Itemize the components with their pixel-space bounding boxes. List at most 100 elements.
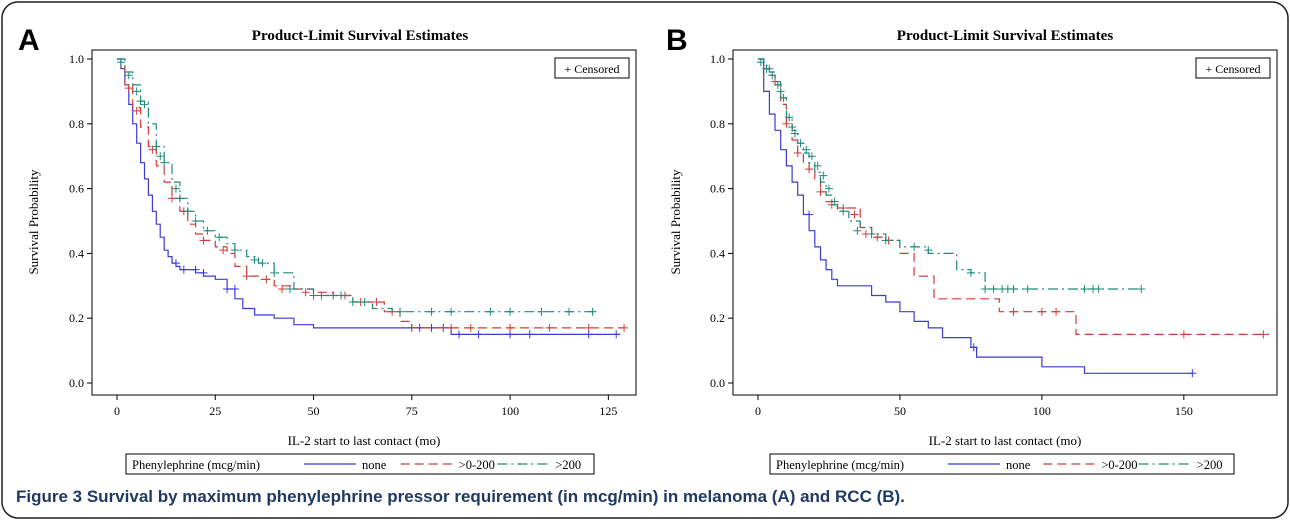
censor-mark: [881, 236, 890, 245]
censor-mark: [486, 307, 495, 316]
censor-mark: [1023, 285, 1032, 294]
censor-mark: [796, 139, 805, 148]
y-tick-label: 0.0: [69, 376, 84, 390]
x-axis-ticks-b: 0 50 100 150: [755, 395, 1193, 418]
censor-mark: [1009, 285, 1018, 294]
censor-mark: [171, 184, 180, 193]
censor-mark: [1137, 285, 1146, 294]
censor-mark: [258, 259, 267, 268]
y-tick-label: 1.0: [710, 52, 725, 66]
censor-mark: [242, 272, 251, 281]
censor-mark: [116, 58, 125, 67]
censor-mark: [160, 158, 169, 167]
censor-mark: [191, 217, 200, 225]
censor-mark: [1009, 307, 1018, 316]
x-axis-label-a: IL-2 start to last contact (mo): [288, 433, 441, 448]
censor-mark: [584, 323, 593, 332]
censor-mark: [793, 148, 802, 157]
censor-mark: [171, 259, 180, 268]
y-tick-label: 0.4: [710, 246, 725, 260]
censor-mark: [773, 80, 782, 89]
censor-mark: [191, 265, 200, 274]
censor-mark: [183, 207, 192, 216]
censor-mark: [839, 207, 848, 216]
x-tick-label: 125: [599, 404, 617, 418]
y-axis-label-b: Survival Probability: [668, 169, 683, 275]
censor-mark: [813, 161, 822, 170]
censor-mark: [132, 106, 141, 115]
censor-mark: [175, 194, 184, 203]
censor-mark: [215, 233, 224, 242]
legend-entry-label: none: [362, 458, 387, 472]
censor-mark: [924, 246, 933, 255]
censor-mark: [565, 307, 574, 316]
censor-mark: [830, 197, 839, 206]
censor-mark: [816, 187, 825, 196]
legend-title: Phenylephrine (mcg/min): [776, 458, 904, 472]
y-tick-label: 0.6: [710, 182, 725, 196]
censor-mark: [765, 64, 774, 73]
censor-mark: [805, 165, 814, 174]
legend-entry-label: >0-200: [1101, 458, 1137, 472]
x-tick-label: 50: [894, 404, 906, 418]
censor-mark: [1259, 330, 1268, 339]
y-tick-label: 0.6: [69, 182, 84, 196]
censor-mark: [223, 285, 232, 294]
y-tick-label: 0.2: [710, 311, 725, 325]
censor-mark: [776, 87, 785, 96]
censor-mark: [136, 97, 145, 106]
x-tick-label: 150: [1175, 404, 1193, 418]
censor-mark: [156, 152, 165, 161]
censor-mark: [966, 268, 975, 277]
panel-a: A Product-Limit Survival Estimates 0.0 0.…: [18, 24, 637, 475]
censor-mark: [850, 210, 859, 219]
censor-mark: [588, 307, 597, 316]
censor-mark: [1052, 307, 1061, 316]
legend-entry-label: >0-200: [459, 458, 495, 472]
y-axis-ticks-a: 0.0 0.2 0.4 0.6 0.8 1.0: [69, 52, 92, 390]
censor-mark: [230, 246, 239, 255]
censor-mark: [262, 275, 271, 284]
legend-entry-label: none: [1006, 458, 1031, 472]
series-line-mid: [758, 58, 1269, 335]
plot-area-a: [116, 58, 629, 339]
legend-entry-label: >200: [555, 458, 581, 472]
censor-mark: [819, 171, 828, 180]
plot-frame-a: [91, 49, 637, 396]
legend-entry-label: >200: [1197, 458, 1223, 472]
censor-mark: [1179, 330, 1188, 339]
panel-letter-b: B: [666, 24, 688, 57]
censor-mark: [525, 330, 534, 339]
censor-mark: [1080, 285, 1089, 294]
legend-box: [769, 453, 1235, 475]
censor-mark: [981, 285, 990, 294]
panel-b: B Product-Limit Survival Estimates 0.00.…: [666, 24, 1278, 475]
censored-legend-box-b: [1195, 57, 1271, 79]
x-tick-label: 100: [1033, 404, 1051, 418]
censor-mark: [309, 291, 318, 300]
x-axis-label-b: IL-2 start to last contact (mo): [929, 433, 1082, 448]
censor-mark: [348, 298, 357, 306]
y-axis-ticks-b: 0.0 0.2 0.4 0.6 0.8 1.0: [710, 52, 733, 390]
censor-mark: [506, 307, 515, 316]
censor-mark: [768, 71, 777, 80]
censor-mark: [447, 323, 456, 332]
x-axis-ticks-a: 0 25 50 75 100 125: [114, 395, 617, 418]
figure-caption: Figure 3 Survival by maximum phenylephri…: [16, 487, 905, 506]
censor-mark: [910, 242, 919, 251]
panel-letter-a: A: [18, 24, 40, 57]
censor-mark: [1188, 369, 1197, 378]
censor-mark: [474, 330, 483, 339]
series-line-none: [758, 58, 1193, 374]
censor-mark: [853, 226, 862, 235]
y-tick-label: 0.8: [69, 117, 84, 131]
x-tick-label: 50: [308, 404, 320, 418]
y-axis-label-a: Survival Probability: [26, 169, 41, 275]
censor-mark: [779, 93, 788, 102]
censor-mark: [782, 119, 791, 128]
series-line-high: [758, 58, 1142, 290]
censored-legend-b: + Censored: [1205, 62, 1260, 76]
censor-mark: [802, 145, 811, 154]
chart-title-a: Product-Limit Survival Estimates: [252, 28, 469, 44]
